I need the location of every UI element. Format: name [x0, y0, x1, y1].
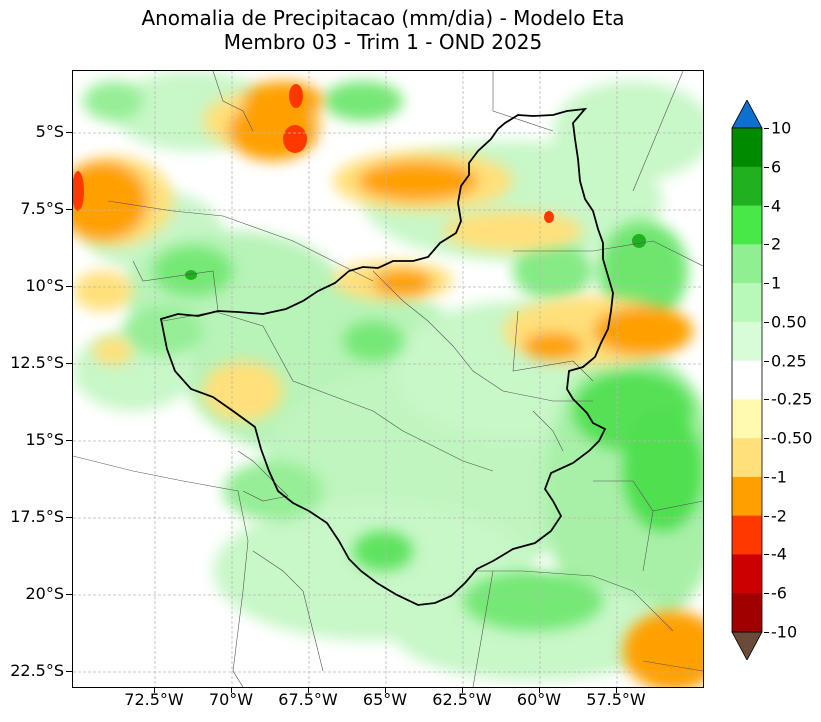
- colorbar-segment: [732, 244, 762, 284]
- xtick-mark: [154, 687, 155, 693]
- colorbar-label: 1: [771, 273, 782, 293]
- colorbar-segment: [732, 283, 762, 323]
- colorbar-segment: [732, 399, 762, 439]
- colorbar-label: -10: [771, 622, 798, 642]
- colorbar-segment: [732, 438, 762, 478]
- colorbar-label: 6: [771, 157, 782, 177]
- xtick-label: 62.5°W: [432, 690, 492, 709]
- colorbar-tick: [764, 283, 769, 285]
- ytick-mark: [66, 363, 72, 364]
- colorbar-tick: [764, 244, 769, 246]
- xtick-label: 65°W: [362, 690, 408, 709]
- ytick-mark: [66, 209, 72, 210]
- colorbar-label: 0.50: [771, 312, 807, 332]
- colorbar-segment: [732, 321, 762, 362]
- colorbar-segment: [732, 166, 762, 207]
- colorbar-segment: [732, 554, 762, 594]
- colorbar-tick: [764, 166, 769, 168]
- colorbar-segment: [732, 205, 762, 245]
- colorbar-label: -0.25: [771, 389, 813, 409]
- colorbar-tick: [764, 476, 769, 478]
- ytick-label: 17.5°S: [10, 507, 64, 526]
- basin-outline: [159, 107, 614, 606]
- colorbar-tick: [764, 554, 769, 556]
- colorbar-tick: [764, 593, 769, 595]
- colorbar-label: -1: [771, 467, 787, 487]
- colorbar-label: 2: [771, 234, 782, 254]
- map-title-line1: Anomalia de Precipitacao (mm/dia) - Mode…: [141, 6, 625, 30]
- colorbar-segment: [732, 360, 762, 400]
- colorbar-label: 4: [771, 196, 782, 216]
- ytick-mark: [66, 440, 72, 441]
- colorbar-tick: [764, 632, 769, 633]
- xtick-label: 57.5°W: [586, 690, 646, 709]
- ytick-label: 12.5°S: [10, 353, 64, 372]
- xtick-label: 72.5°W: [124, 690, 184, 709]
- ytick-label: 22.5°S: [10, 661, 64, 680]
- colorbar-label: 10: [771, 118, 792, 138]
- ytick-label: 10°S: [25, 276, 64, 295]
- graticule: [73, 71, 703, 687]
- ytick-mark: [66, 132, 72, 133]
- colorbar: [731, 100, 763, 660]
- colorbar-extend-max: [731, 100, 763, 129]
- colorbar-label: -4: [771, 544, 787, 564]
- xtick-mark: [308, 687, 309, 693]
- xtick-label: 60°W: [516, 690, 562, 709]
- map-title-line2: Membro 03 - Trim 1 - OND 2025: [223, 30, 543, 54]
- colorbar-tick: [764, 399, 769, 401]
- ytick-mark: [66, 671, 72, 672]
- xtick-mark: [385, 687, 386, 693]
- ytick-label: 20°S: [25, 584, 64, 603]
- ytick-label: 7.5°S: [20, 199, 64, 218]
- precipitation-anomaly-map: [72, 70, 704, 688]
- colorbar-label: -2: [771, 506, 787, 526]
- colorbar-label: -6: [771, 583, 787, 603]
- anomaly-field-green: [83, 81, 703, 631]
- map-canvas: [73, 71, 703, 687]
- colorbar-tick: [764, 438, 769, 440]
- colorbar-tick: [764, 128, 769, 129]
- colorbar-label: -0.50: [771, 428, 813, 448]
- colorbar-tick: [764, 515, 769, 517]
- xtick-mark: [231, 687, 232, 693]
- xtick-label: 67.5°W: [278, 690, 338, 709]
- xtick-mark: [462, 687, 463, 693]
- colorbar-segment: [732, 515, 762, 555]
- xtick-mark: [539, 687, 540, 693]
- colorbar-tick: [764, 205, 769, 207]
- ytick-label: 15°S: [25, 430, 64, 449]
- colorbar-segment: [732, 593, 762, 633]
- colorbar-label: 0.25: [771, 351, 807, 371]
- xtick-label: 70°W: [208, 690, 254, 709]
- colorbar-extend-min: [731, 631, 763, 660]
- xtick-mark: [616, 687, 617, 693]
- colorbar-tick: [764, 321, 769, 323]
- colorbar-segment: [732, 128, 762, 168]
- ytick-label: 5°S: [35, 122, 64, 141]
- ytick-mark: [66, 594, 72, 595]
- country-borders: [73, 71, 703, 687]
- anomaly-field-peaks: [73, 84, 646, 280]
- ytick-mark: [66, 517, 72, 518]
- colorbar-segment: [732, 476, 762, 517]
- colorbar-tick: [764, 360, 769, 362]
- colorbar-frame: [731, 127, 763, 633]
- ytick-mark: [66, 286, 72, 287]
